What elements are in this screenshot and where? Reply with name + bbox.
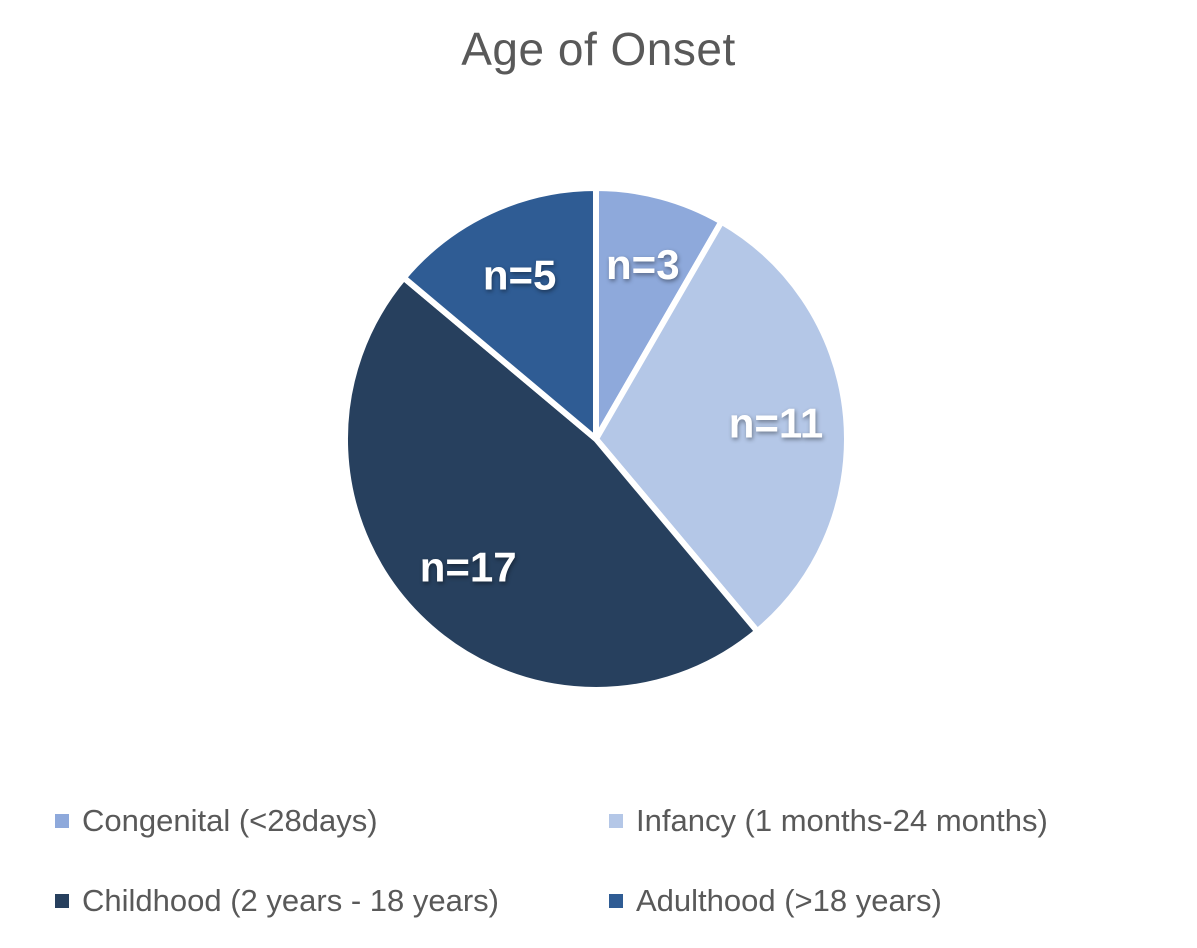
legend-label: Adulthood (>18 years): [636, 883, 942, 918]
legend-item-childhood: Childhood (2 years - 18 years): [55, 883, 609, 919]
pie-slice-childhood: [342, 274, 761, 693]
pie-slice-adulthood: [400, 185, 599, 442]
pie-slice-congenital: [593, 185, 725, 442]
legend-item-infancy: Infancy (1 months-24 months): [609, 803, 1048, 839]
pie-slice-infancy: [593, 218, 850, 635]
legend-label: Childhood (2 years - 18 years): [82, 883, 499, 918]
data-label-infancy: n=11: [729, 400, 824, 447]
legend-swatch-icon: [609, 814, 623, 828]
legend-swatch-icon: [55, 894, 69, 908]
chart-title: Age of Onset: [461, 23, 736, 75]
data-label-adulthood: n=5: [483, 252, 557, 299]
legend-label: Congenital (<28days): [82, 803, 378, 838]
data-label-congenital: n=3: [606, 241, 680, 288]
data-label-childhood: n=17: [420, 543, 517, 590]
legend-label: Infancy (1 months-24 months): [636, 803, 1048, 838]
pie-chart: n=3 n=11 n=17 n=5: [342, 185, 850, 693]
legend-item-adulthood: Adulthood (>18 years): [609, 883, 1048, 919]
chart-legend: Congenital (<28days) Infancy (1 months-24…: [55, 803, 1048, 919]
legend-item-congenital: Congenital (<28days): [55, 803, 609, 839]
legend-swatch-icon: [609, 894, 623, 908]
legend-swatch-icon: [55, 814, 69, 828]
